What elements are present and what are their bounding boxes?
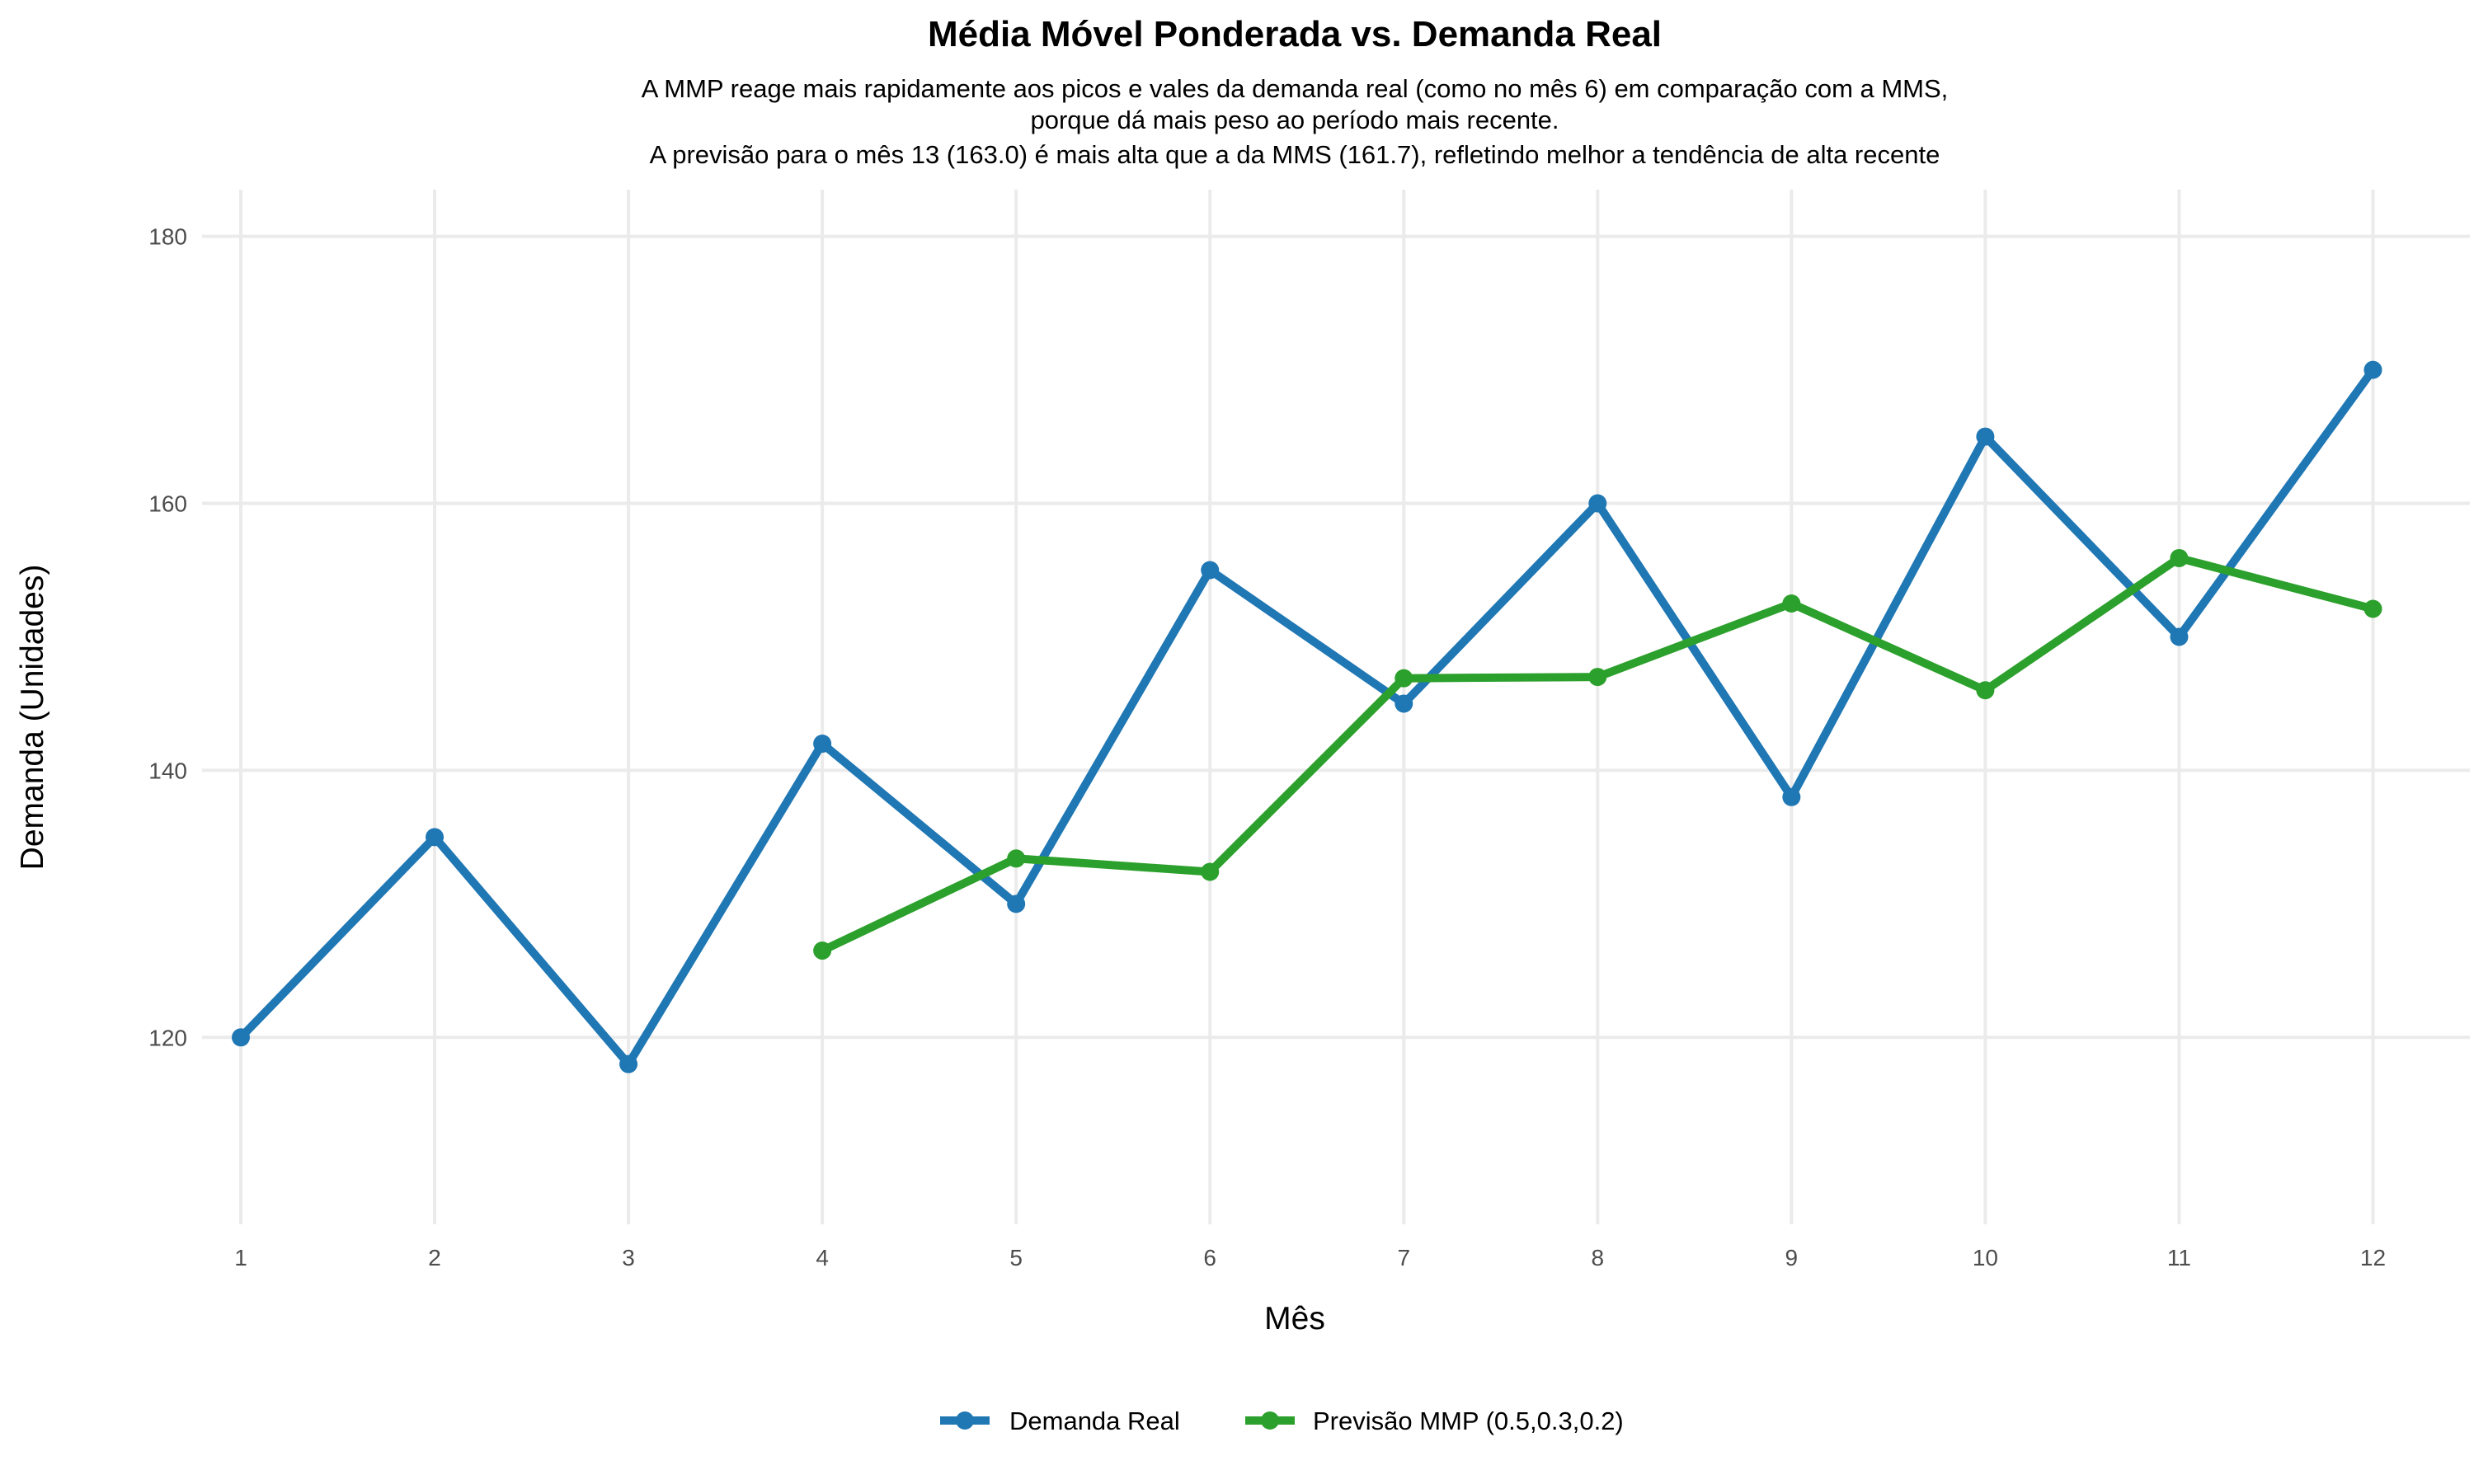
grid [202, 190, 2470, 1224]
legend-item-demanda-real: Demanda Real [940, 1407, 1180, 1435]
point-previsao-mmp-9 [1782, 594, 1801, 613]
point-demanda-real-5 [1007, 895, 1026, 913]
point-previsao-mmp-6 [1201, 862, 1220, 881]
y-tick-label-160: 160 [148, 491, 187, 517]
point-previsao-mmp-12 [2363, 599, 2382, 618]
x-tick-label-2: 2 [428, 1245, 441, 1270]
legend-label-demanda-real: Demanda Real [1009, 1407, 1180, 1435]
chart-subtitle-line-3: A previsão para o mês 13 (163.0) é mais … [650, 140, 1940, 169]
point-demanda-real-3 [619, 1054, 638, 1073]
x-tick-label-3: 3 [622, 1245, 635, 1270]
point-demanda-real-8 [1588, 494, 1607, 513]
x-tick-label-4: 4 [816, 1245, 829, 1270]
x-tick-label-7: 7 [1397, 1245, 1410, 1270]
point-previsao-mmp-5 [1007, 849, 1026, 868]
point-demanda-real-2 [426, 828, 444, 847]
point-previsao-mmp-4 [813, 942, 832, 960]
x-tick-label-6: 6 [1203, 1245, 1216, 1270]
series [232, 360, 2382, 1073]
point-demanda-real-7 [1395, 694, 1413, 713]
point-demanda-real-12 [2363, 360, 2382, 379]
point-demanda-real-10 [1976, 427, 1995, 446]
y-tick-label-180: 180 [148, 224, 187, 250]
series-line-demanda-real [237, 365, 2378, 1068]
y-tick-labels: 120 140 160 180 [148, 224, 187, 1051]
legend-marker-demanda-real [956, 1411, 974, 1430]
point-demanda-real-6 [1201, 561, 1220, 580]
chart-subtitle-line-2: porque dá mais peso ao período mais rece… [1030, 106, 1559, 134]
chart-subtitle-line-1: A MMP reage mais rapidamente aos picos e… [642, 74, 1949, 103]
point-demanda-real-11 [2170, 627, 2189, 646]
x-tick-label-8: 8 [1592, 1245, 1605, 1270]
legend-label-previsao-mmp: Previsão MMP (0.5,0.3,0.2) [1313, 1407, 1624, 1435]
point-previsao-mmp-11 [2170, 548, 2189, 567]
point-demanda-real-9 [1782, 787, 1801, 806]
y-tick-label-140: 140 [148, 758, 187, 783]
x-tick-label-12: 12 [2360, 1245, 2386, 1270]
x-axis-label: Mês [1264, 1301, 1325, 1336]
point-previsao-mmp-7 [1395, 669, 1413, 688]
y-axis-label: Demanda (Unidades) [15, 565, 50, 871]
legend: Demanda Real Previsão MMP (0.5,0.3,0.2) [940, 1407, 1624, 1435]
legend-marker-previsao-mmp [1261, 1411, 1279, 1430]
x-tick-labels: 1 2 3 4 5 6 7 8 9 10 11 12 [234, 1245, 2386, 1270]
y-tick-label-120: 120 [148, 1025, 187, 1050]
point-demanda-real-1 [232, 1028, 251, 1047]
x-tick-label-5: 5 [1009, 1245, 1023, 1270]
point-previsao-mmp-10 [1976, 681, 1995, 700]
x-tick-label-11: 11 [2167, 1245, 2191, 1270]
chart-title: Média Móvel Ponderada vs. Demanda Real [928, 14, 1662, 54]
point-previsao-mmp-8 [1588, 668, 1607, 687]
point-demanda-real-4 [813, 735, 832, 754]
x-tick-label-9: 9 [1785, 1245, 1799, 1270]
x-tick-label-1: 1 [234, 1245, 247, 1270]
x-tick-label-10: 10 [1973, 1245, 1998, 1270]
legend-item-previsao-mmp: Previsão MMP (0.5,0.3,0.2) [1245, 1407, 1624, 1435]
